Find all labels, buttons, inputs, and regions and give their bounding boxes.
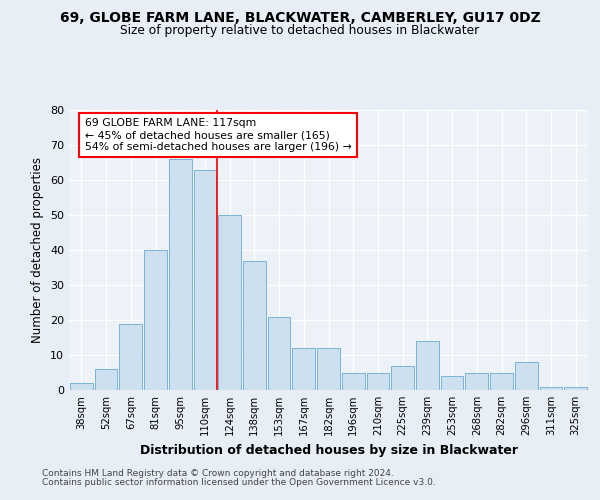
Bar xyxy=(119,324,142,390)
Bar xyxy=(539,386,562,390)
Bar xyxy=(564,386,587,390)
Text: Contains HM Land Registry data © Crown copyright and database right 2024.: Contains HM Land Registry data © Crown c… xyxy=(42,469,394,478)
Text: Contains public sector information licensed under the Open Government Licence v3: Contains public sector information licen… xyxy=(42,478,436,487)
Text: Size of property relative to detached houses in Blackwater: Size of property relative to detached ho… xyxy=(121,24,479,37)
Bar xyxy=(243,260,266,390)
Bar xyxy=(515,362,538,390)
Bar xyxy=(416,341,439,390)
Bar xyxy=(466,372,488,390)
Bar xyxy=(391,366,414,390)
Bar xyxy=(95,369,118,390)
Bar xyxy=(268,316,290,390)
Y-axis label: Number of detached properties: Number of detached properties xyxy=(31,157,44,343)
Bar xyxy=(292,348,315,390)
Text: 69 GLOBE FARM LANE: 117sqm
← 45% of detached houses are smaller (165)
54% of sem: 69 GLOBE FARM LANE: 117sqm ← 45% of deta… xyxy=(85,118,352,152)
Bar xyxy=(490,372,513,390)
Bar xyxy=(342,372,365,390)
Bar xyxy=(169,159,191,390)
Bar xyxy=(144,250,167,390)
Bar xyxy=(317,348,340,390)
Bar xyxy=(194,170,216,390)
Bar xyxy=(441,376,463,390)
Bar xyxy=(70,383,93,390)
Text: 69, GLOBE FARM LANE, BLACKWATER, CAMBERLEY, GU17 0DZ: 69, GLOBE FARM LANE, BLACKWATER, CAMBERL… xyxy=(59,11,541,25)
Bar xyxy=(218,215,241,390)
X-axis label: Distribution of detached houses by size in Blackwater: Distribution of detached houses by size … xyxy=(139,444,517,456)
Bar xyxy=(367,372,389,390)
